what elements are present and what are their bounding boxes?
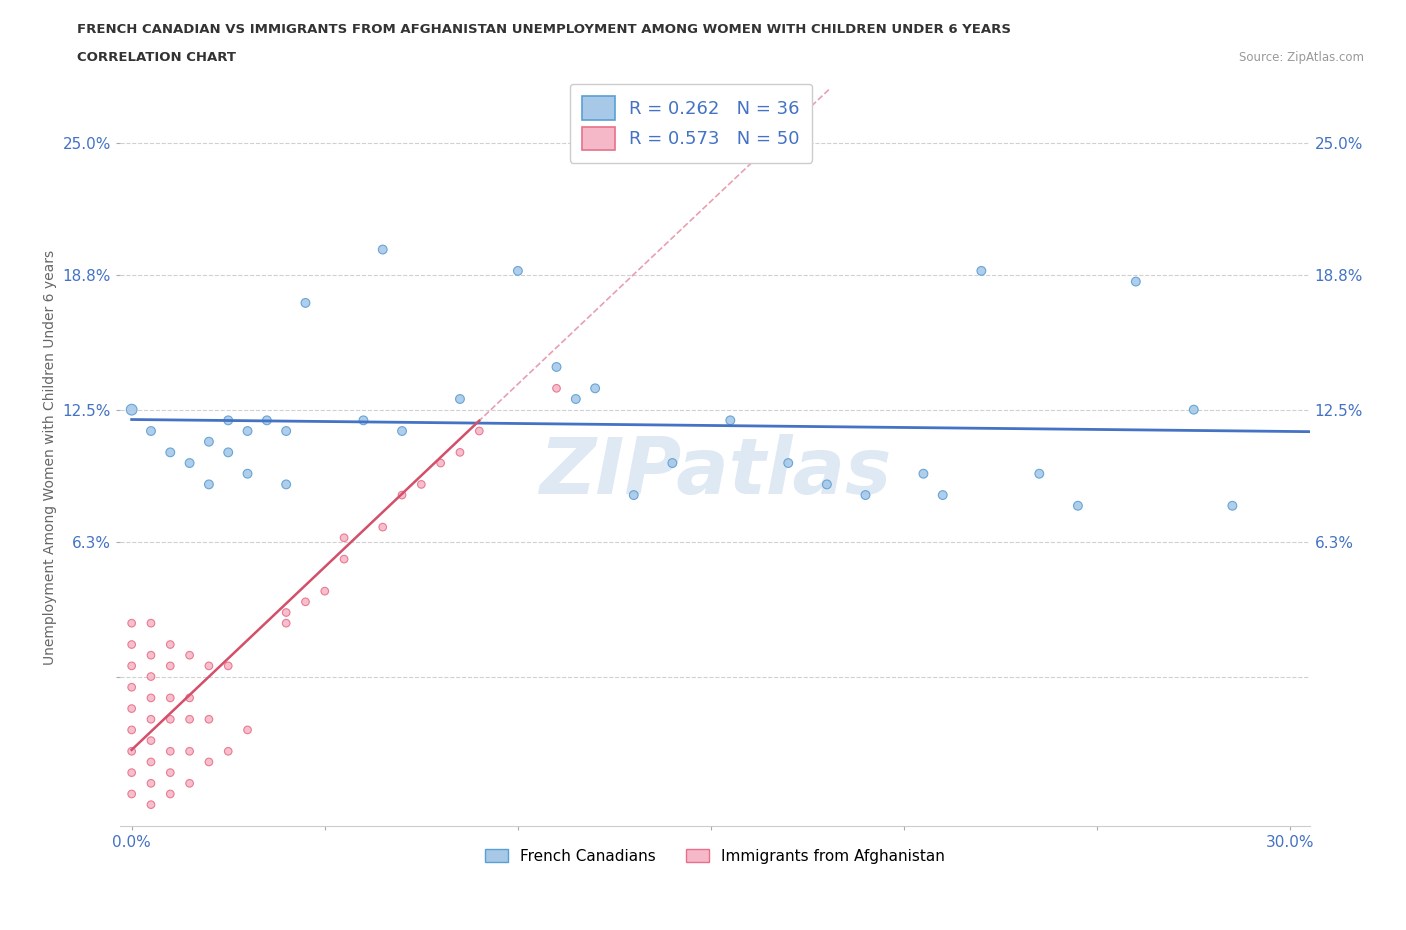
Point [139, 423, 162, 438]
Point [449, 445, 471, 459]
Point [294, 594, 316, 609]
Point [217, 445, 239, 459]
Point [429, 456, 451, 471]
Point [139, 616, 162, 631]
Point [139, 669, 162, 684]
Point [371, 242, 394, 257]
Point [333, 530, 356, 545]
Point [179, 711, 201, 726]
Point [565, 392, 588, 406]
Y-axis label: Unemployment Among Women with Children Under 6 years: Unemployment Among Women with Children U… [44, 250, 58, 665]
Point [236, 723, 259, 737]
Point [159, 711, 181, 726]
Point [198, 658, 221, 673]
Point [855, 487, 877, 502]
Point [623, 487, 645, 502]
Point [159, 445, 181, 459]
Point [159, 744, 181, 759]
Point [159, 658, 181, 673]
Point [391, 487, 413, 502]
Point [294, 296, 316, 311]
Point [121, 616, 143, 631]
Point [179, 690, 201, 705]
Point [217, 413, 239, 428]
Point [139, 733, 162, 748]
Point [121, 403, 143, 418]
Point [314, 584, 336, 599]
Point [912, 466, 935, 481]
Point [411, 477, 433, 492]
Point [121, 680, 143, 695]
Point [236, 466, 259, 481]
Point [139, 711, 162, 726]
Point [198, 477, 221, 492]
Point [932, 487, 955, 502]
Point [179, 456, 201, 471]
Text: ZIPatlas: ZIPatlas [538, 434, 891, 511]
Point [121, 658, 143, 673]
Point [506, 263, 529, 278]
Point [718, 413, 741, 428]
Text: Source: ZipAtlas.com: Source: ZipAtlas.com [1239, 51, 1364, 64]
Legend: French Canadians, Immigrants from Afghanistan: French Canadians, Immigrants from Afghan… [478, 843, 952, 870]
Text: CORRELATION CHART: CORRELATION CHART [77, 51, 236, 64]
Point [661, 456, 683, 471]
Point [121, 723, 143, 737]
Point [236, 423, 259, 438]
Point [815, 477, 838, 492]
Point [159, 787, 181, 802]
Point [970, 263, 993, 278]
Point [139, 754, 162, 769]
Point [121, 787, 143, 802]
Point [1222, 498, 1244, 513]
Point [1182, 403, 1205, 418]
Point [276, 616, 298, 631]
Point [276, 423, 298, 438]
Point [121, 637, 143, 652]
Point [139, 690, 162, 705]
Text: FRENCH CANADIAN VS IMMIGRANTS FROM AFGHANISTAN UNEMPLOYMENT AMONG WOMEN WITH CHI: FRENCH CANADIAN VS IMMIGRANTS FROM AFGHA… [77, 23, 1011, 36]
Point [179, 648, 201, 663]
Point [121, 765, 143, 780]
Point [1028, 466, 1050, 481]
Point [198, 711, 221, 726]
Point [217, 658, 239, 673]
Point [333, 551, 356, 566]
Point [179, 744, 201, 759]
Point [391, 423, 413, 438]
Point [583, 381, 606, 396]
Point [1125, 274, 1147, 289]
Point [179, 776, 201, 790]
Point [352, 413, 374, 428]
Point [546, 381, 568, 396]
Point [546, 360, 568, 375]
Point [121, 744, 143, 759]
Point [276, 605, 298, 620]
Point [449, 392, 471, 406]
Point [371, 520, 394, 535]
Point [198, 754, 221, 769]
Point [159, 690, 181, 705]
Point [198, 434, 221, 449]
Point [1067, 498, 1090, 513]
Point [468, 423, 491, 438]
Point [121, 701, 143, 716]
Point [159, 637, 181, 652]
Point [139, 797, 162, 812]
Point [139, 648, 162, 663]
Point [276, 477, 298, 492]
Point [139, 776, 162, 790]
Point [623, 103, 645, 118]
Point [159, 765, 181, 780]
Point [778, 456, 800, 471]
Point [217, 744, 239, 759]
Point [256, 413, 278, 428]
